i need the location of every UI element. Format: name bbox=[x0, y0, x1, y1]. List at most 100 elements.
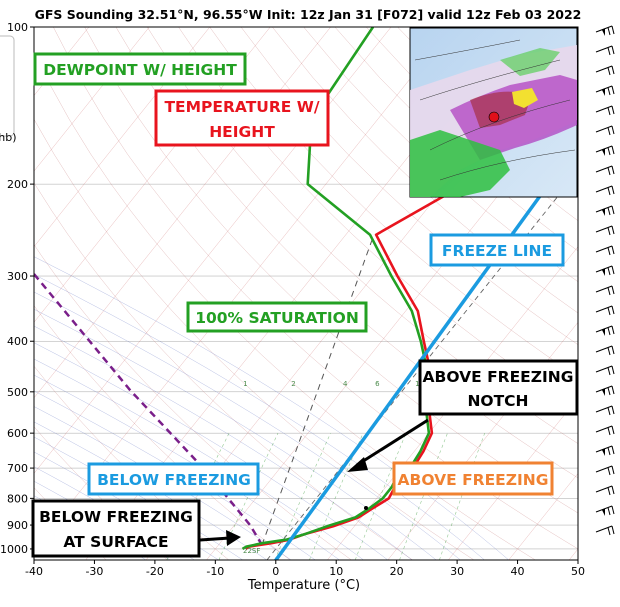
mixing-ratio-label: 6 bbox=[375, 380, 380, 388]
dry-adiabat bbox=[84, 27, 578, 514]
notch-callout-line2: NOTCH bbox=[467, 392, 528, 410]
wind-barb bbox=[595, 85, 615, 96]
dewpoint-line bbox=[241, 27, 431, 551]
surface-temp-label: 22SF bbox=[243, 547, 260, 555]
temperature-callout: TEMPERATURE W/ HEIGHT bbox=[154, 89, 330, 147]
wind-barb bbox=[595, 225, 615, 236]
dry-adiabat bbox=[53, 27, 578, 550]
dewpoint-callout-text: DEWPOINT W/ HEIGHT bbox=[43, 61, 237, 79]
y-tick-label: 400 bbox=[7, 335, 28, 348]
wind-barb bbox=[595, 425, 615, 436]
wind-barb bbox=[595, 165, 615, 176]
moist-adiabat bbox=[34, 374, 340, 560]
x-tick-label: -40 bbox=[25, 565, 43, 578]
notch-callout-line1: ABOVE FREEZING bbox=[423, 368, 574, 386]
below-freezing-callout-text: BELOW FREEZING bbox=[97, 471, 251, 489]
wind-barb bbox=[595, 445, 615, 456]
moist-adiabat bbox=[34, 256, 509, 560]
marker-dot bbox=[364, 506, 368, 510]
y-tick-label: 1000 bbox=[0, 543, 28, 556]
above-freezing-notch-callout: ABOVE FREEZING NOTCH bbox=[418, 359, 579, 416]
y-tick-label: 300 bbox=[7, 270, 28, 283]
x-tick-label: -20 bbox=[146, 565, 164, 578]
freeze-line-callout-text: FREEZE LINE bbox=[442, 242, 552, 260]
y-tick-label: 600 bbox=[7, 427, 28, 440]
above-freezing-callout: ABOVE FREEZING bbox=[392, 461, 554, 496]
wind-barb bbox=[595, 205, 615, 216]
dry-adiabat bbox=[178, 27, 578, 411]
y-tick-label: 700 bbox=[7, 462, 28, 475]
above-freezing-callout-text: ABOVE FREEZING bbox=[398, 471, 549, 489]
x-axis-label: Temperature (°C) bbox=[247, 578, 360, 593]
wind-barb bbox=[595, 65, 615, 76]
x-axis: -40 -30 -20 -10 0 10 20 30 40 50 bbox=[25, 560, 585, 578]
isotherm bbox=[34, 27, 150, 172]
y-tick-label: 500 bbox=[7, 386, 28, 399]
notch-arrow bbox=[347, 418, 429, 472]
saturation-callout: 100% SATURATION bbox=[186, 301, 368, 333]
moist-adiabat bbox=[34, 390, 316, 560]
wind-barb bbox=[595, 345, 615, 356]
temperature-callout-line2: HEIGHT bbox=[209, 123, 275, 141]
pressure-unit-label: (hb) bbox=[0, 131, 17, 144]
dry-adiabat bbox=[34, 182, 413, 560]
dry-adiabat bbox=[146, 27, 578, 444]
left-panel: (hb) bbox=[0, 35, 17, 144]
moist-adiabat bbox=[34, 421, 268, 560]
wind-barb bbox=[595, 525, 615, 536]
x-tick-label: 20 bbox=[390, 565, 404, 578]
dry-adiabat bbox=[34, 118, 475, 560]
surface-arrow bbox=[199, 530, 241, 546]
mixing-ratio-label: 4 bbox=[343, 380, 348, 388]
moist-adiabat bbox=[34, 325, 413, 560]
below-freezing-callout: BELOW FREEZING bbox=[87, 462, 260, 496]
wind-barb bbox=[595, 145, 615, 156]
wind-barb bbox=[595, 305, 615, 316]
moist-adiabat bbox=[34, 342, 388, 560]
wind-barb bbox=[595, 465, 615, 476]
wind-barb bbox=[595, 325, 615, 336]
dry-adiabat bbox=[209, 27, 578, 378]
x-tick-label: 10 bbox=[329, 565, 343, 578]
wind-barb bbox=[595, 405, 615, 416]
x-tick-label: 0 bbox=[272, 565, 279, 578]
mixing-ratio-line bbox=[309, 432, 364, 560]
isotherm bbox=[34, 27, 210, 248]
wind-barb bbox=[595, 505, 615, 516]
y-tick-label: 200 bbox=[7, 178, 28, 191]
wind-barb bbox=[595, 365, 615, 376]
wind-barb bbox=[595, 105, 615, 116]
wind-barb bbox=[595, 25, 615, 36]
mixing-ratio-label: 1 bbox=[243, 380, 247, 388]
inset-map bbox=[409, 27, 578, 198]
y-tick-label: 100 bbox=[7, 21, 28, 34]
saturation-callout-text: 100% SATURATION bbox=[195, 309, 359, 327]
dry-adiabat bbox=[334, 27, 578, 252]
mixing-ratio-line bbox=[274, 432, 331, 560]
surface-callout-line2: AT SURFACE bbox=[63, 533, 168, 551]
temperature-callout-line1: TEMPERATURE W/ bbox=[164, 98, 319, 116]
moist-adiabat bbox=[34, 406, 292, 560]
dry-adiabat bbox=[34, 305, 291, 560]
wind-barb bbox=[595, 385, 615, 396]
wind-barb bbox=[595, 185, 615, 196]
y-tick-label: 800 bbox=[7, 492, 28, 505]
x-tick-label: -10 bbox=[206, 565, 224, 578]
dry-adiabat bbox=[34, 51, 536, 560]
x-tick-label: 50 bbox=[571, 565, 585, 578]
wind-barb bbox=[595, 485, 615, 496]
moist-adiabat bbox=[34, 358, 364, 560]
location-marker bbox=[488, 111, 500, 123]
chart-title: GFS Sounding 32.51°N, 96.55°W Init: 12z … bbox=[35, 7, 582, 22]
moist-adiabat bbox=[34, 308, 437, 560]
mixing-ratio-line bbox=[439, 432, 485, 560]
dry-adiabat bbox=[115, 27, 578, 479]
x-tick-label: -30 bbox=[85, 565, 103, 578]
wind-barb bbox=[595, 245, 615, 256]
x-tick-label: 40 bbox=[511, 565, 525, 578]
dashed-guide bbox=[261, 239, 373, 546]
parcel-path bbox=[34, 273, 264, 546]
wind-barb bbox=[595, 285, 615, 296]
dewpoint-callout: DEWPOINT W/ HEIGHT bbox=[33, 52, 247, 86]
